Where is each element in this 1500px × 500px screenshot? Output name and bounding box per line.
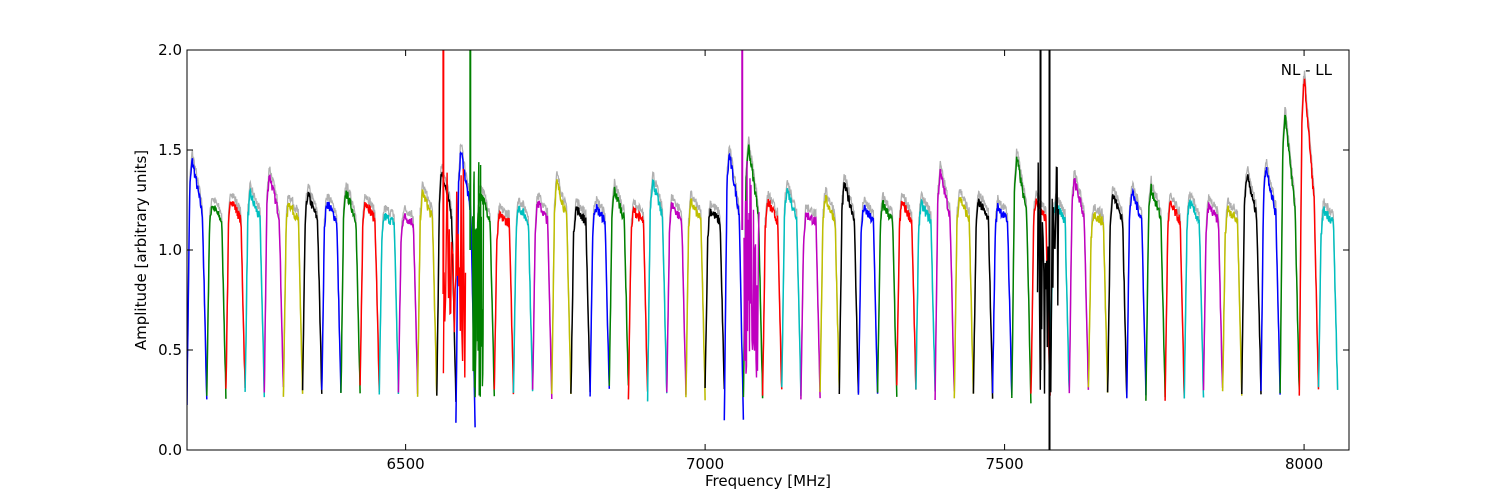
band-line — [263, 174, 285, 393]
band-line — [1011, 156, 1032, 404]
series-layer — [187, 50, 1339, 450]
band-line — [953, 196, 975, 399]
y-tick-label: 1.5 — [158, 141, 182, 159]
band-line — [301, 191, 323, 394]
band-line — [896, 200, 917, 390]
x-axis-label: Frequency [MHz] — [705, 472, 831, 490]
x-tick-label: 8000 — [1285, 455, 1323, 473]
rfi-noise-line — [1036, 162, 1060, 394]
band-line — [397, 213, 419, 394]
band-line — [206, 205, 227, 399]
band-line — [723, 151, 745, 421]
band-line — [1106, 194, 1128, 397]
rfi-noise-line — [743, 160, 760, 378]
band-line — [531, 200, 553, 400]
band-line — [359, 201, 381, 393]
band-line — [1202, 202, 1224, 391]
band-line — [1241, 174, 1262, 395]
band-line — [781, 188, 802, 396]
band-line — [340, 190, 361, 394]
band-line — [1221, 205, 1243, 396]
plot-background — [187, 50, 1349, 450]
ticks-layer: 6500 7000 7500 8000 0.0 0.5 1.0 1.5 2.0 — [158, 41, 1349, 473]
x-tick-label: 6500 — [387, 455, 425, 473]
band-line — [666, 202, 687, 395]
band-line — [627, 205, 649, 400]
y-axis-label: Amplitude [arbitrary units] — [132, 150, 150, 350]
band-line — [972, 198, 994, 399]
band-line — [704, 208, 726, 390]
y-tick-label: 0.0 — [158, 441, 182, 459]
band-line — [685, 197, 706, 401]
band-line — [876, 199, 898, 397]
band-line — [646, 179, 668, 402]
band-line — [1260, 167, 1281, 395]
band-line — [800, 212, 821, 400]
band-line — [187, 158, 208, 406]
band-line — [512, 205, 534, 393]
band-line — [934, 168, 956, 401]
band-line — [378, 213, 400, 395]
y-tick-label: 2.0 — [158, 41, 182, 59]
x-tick-label: 7000 — [686, 455, 724, 473]
x-tick-label: 7500 — [985, 455, 1023, 473]
rfi-noise-line — [472, 162, 485, 397]
band-line — [321, 201, 342, 393]
band-line — [915, 198, 936, 392]
band-line — [493, 209, 515, 395]
panel-annotation: NL - LL — [1281, 61, 1333, 79]
band-line — [1126, 187, 1147, 399]
band-line — [282, 202, 304, 397]
band-line — [991, 202, 1013, 396]
band-line — [1087, 211, 1109, 393]
band-line — [1145, 183, 1166, 401]
band-line — [589, 204, 611, 397]
band-line — [570, 206, 591, 394]
band-line — [1164, 200, 1186, 401]
y-tick-label: 1.0 — [158, 241, 182, 259]
band-line — [1317, 206, 1339, 390]
band-line — [838, 182, 860, 395]
band-line — [455, 151, 476, 428]
band-line — [551, 179, 572, 395]
band-line — [761, 198, 783, 396]
band-line — [1068, 177, 1090, 394]
band-line — [608, 186, 630, 386]
band-line — [819, 194, 841, 393]
band-line — [416, 189, 438, 397]
rfi-noise-line — [442, 168, 467, 378]
band-line — [1279, 114, 1301, 394]
band-line — [1298, 78, 1320, 396]
band-line — [244, 187, 266, 398]
band-line — [857, 204, 879, 395]
y-tick-label: 0.5 — [158, 341, 182, 359]
band-line — [225, 201, 246, 389]
band-line — [1183, 199, 1205, 399]
